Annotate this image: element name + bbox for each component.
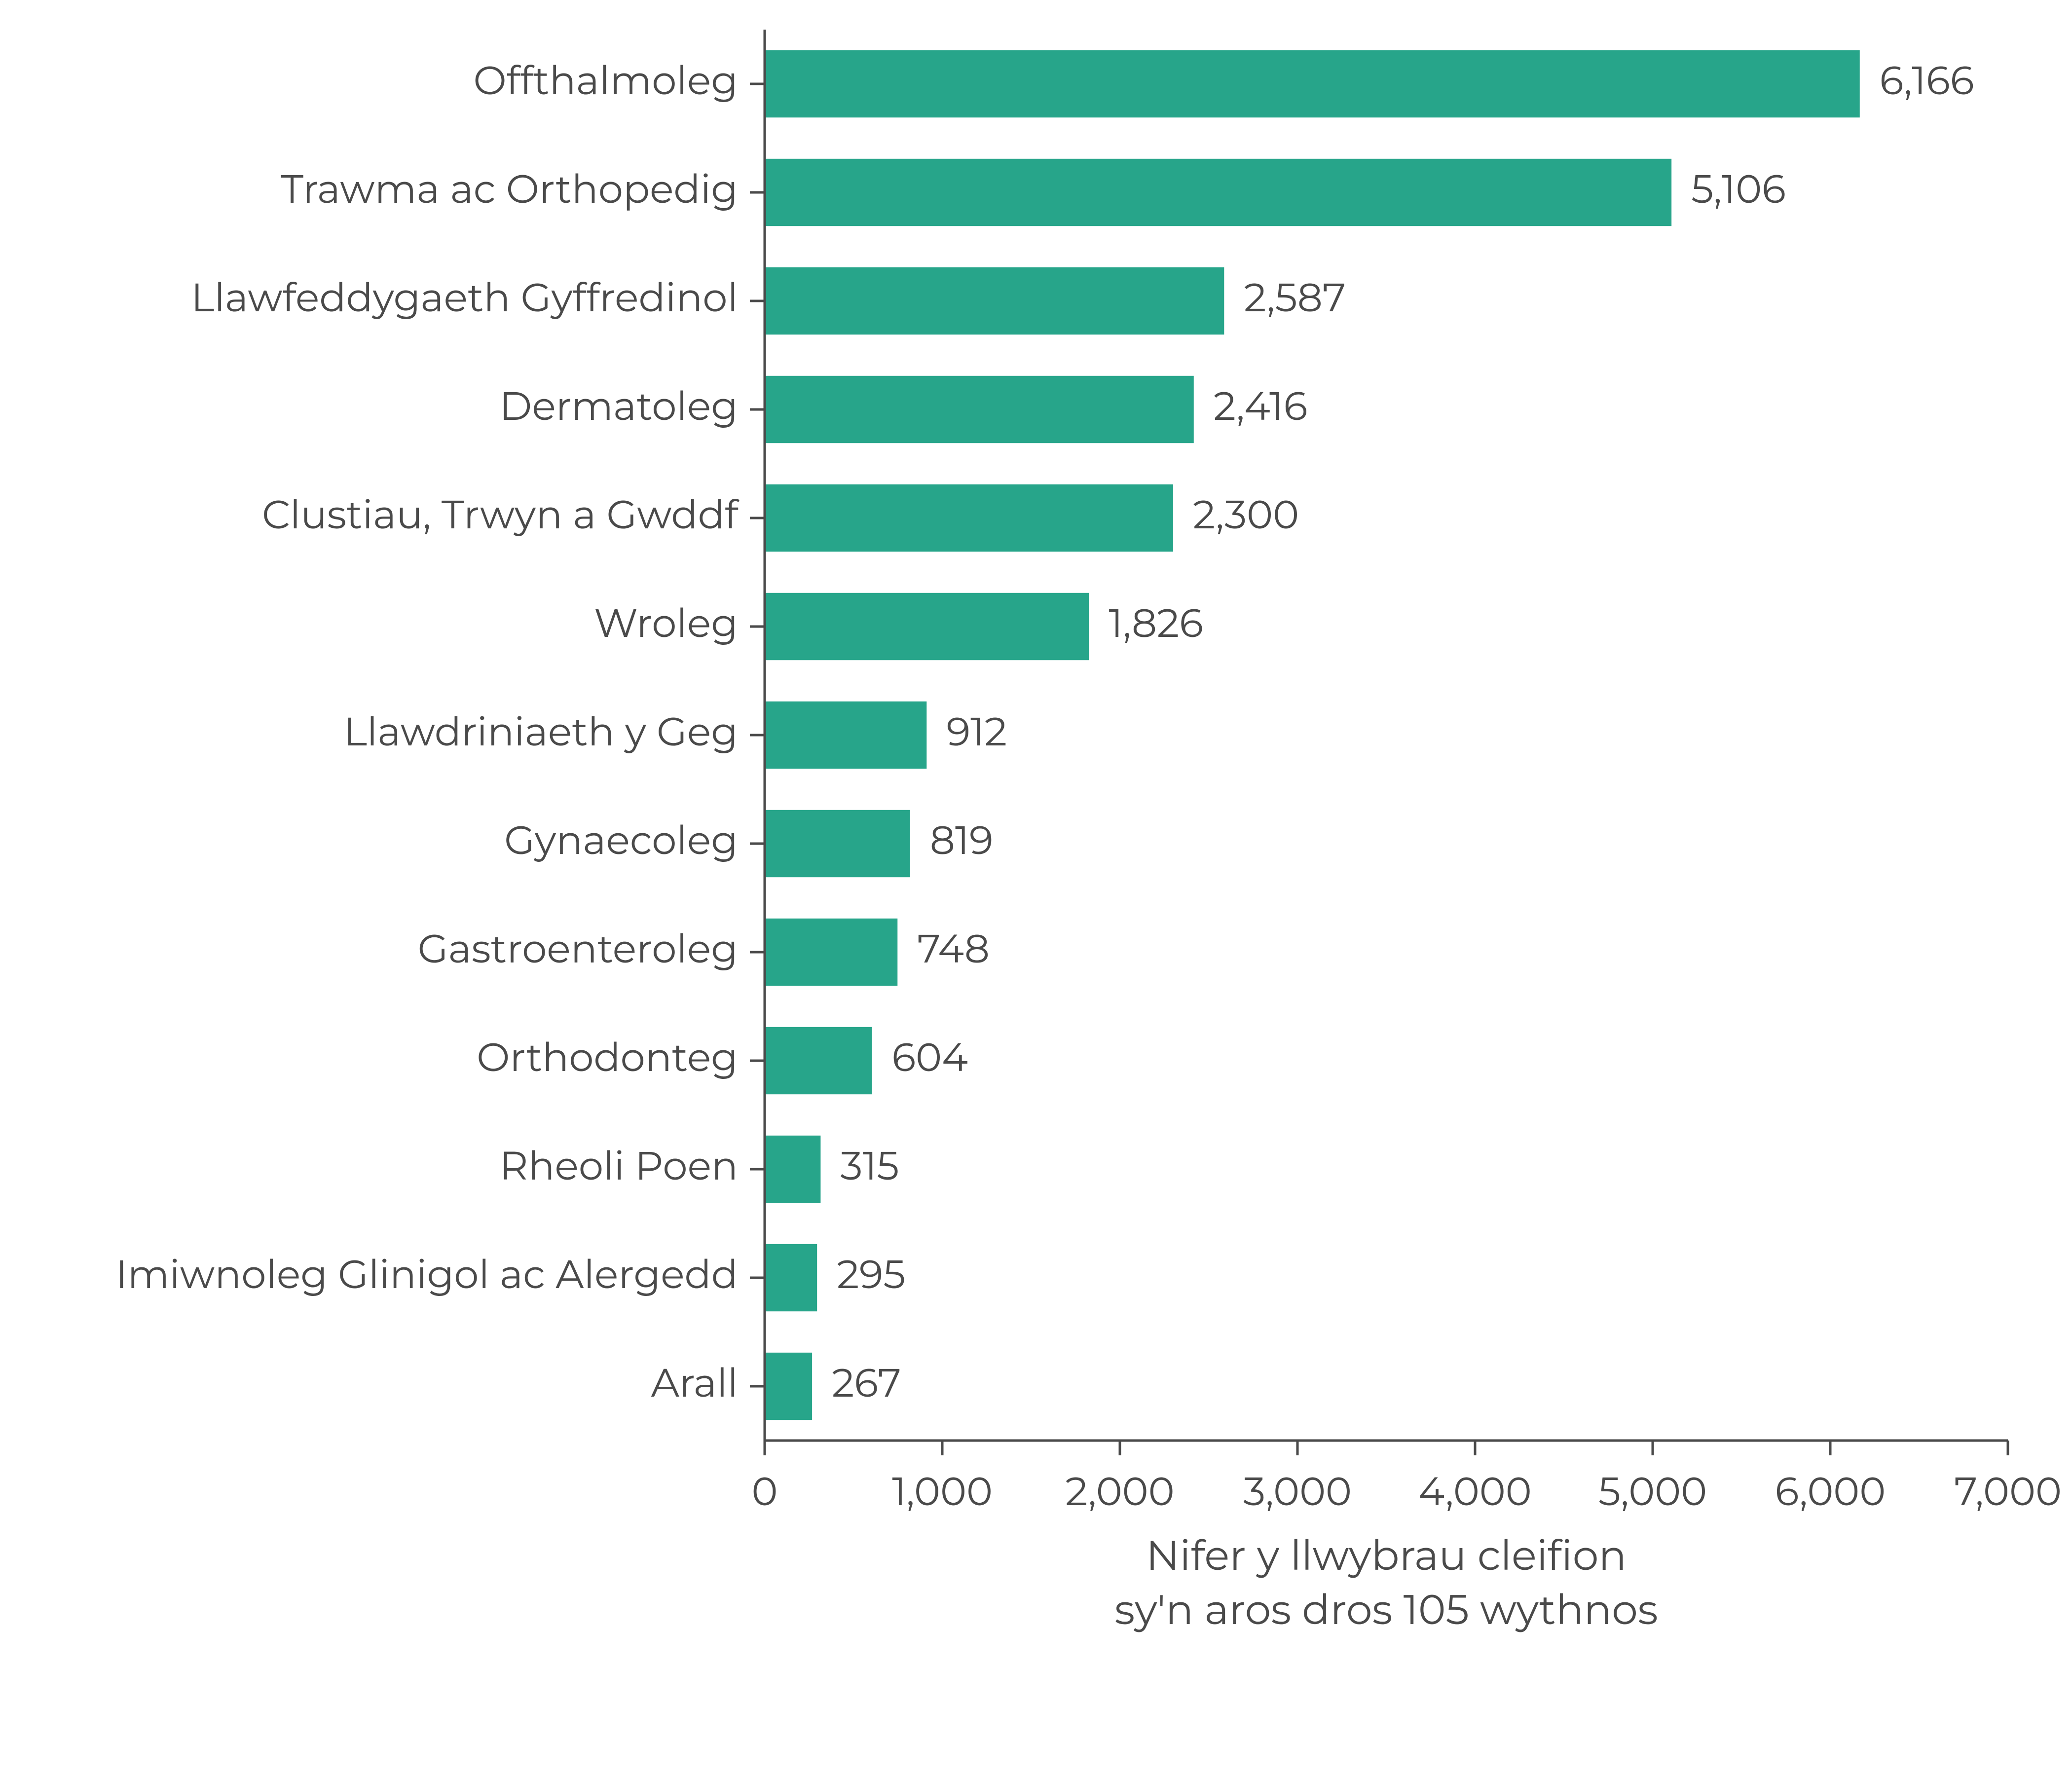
value-label: 2,416 — [1214, 382, 1308, 430]
category-label: Llawfeddygaeth Gyffredinol — [191, 274, 738, 322]
category-label: Clustiau, Trwyn a Gwddf — [262, 491, 740, 539]
category-label: Trawma ac Orthopedig — [281, 165, 738, 213]
value-label: 912 — [946, 708, 1007, 756]
category-label: Gynaecoleg — [504, 816, 738, 864]
value-label: 295 — [837, 1251, 905, 1298]
bar — [765, 267, 1224, 334]
category-label: Llawdriniaeth y Geg — [344, 708, 738, 756]
bar — [765, 1244, 817, 1311]
value-label: 748 — [917, 925, 990, 973]
category-label: Offthalmoleg — [474, 57, 739, 105]
value-label: 819 — [930, 816, 994, 864]
value-label: 315 — [840, 1142, 899, 1190]
chart-container: Offthalmoleg 6,166 Trawma ac Orthopedig 5,1… — [0, 0, 2072, 1776]
bar — [765, 810, 910, 877]
bar — [765, 919, 897, 986]
category-label: Rheoli Poen — [500, 1142, 738, 1190]
value-label: 604 — [891, 1034, 968, 1081]
x-tick-label: 6,000 — [1775, 1468, 1886, 1516]
category-label: Orthodonteg — [477, 1034, 738, 1081]
bar — [765, 1353, 812, 1420]
bar — [765, 484, 1173, 552]
bar — [765, 1136, 820, 1203]
value-label: 1,826 — [1109, 599, 1203, 647]
bar — [765, 159, 1671, 226]
value-label: 6,166 — [1880, 57, 1974, 105]
x-tick-label: 7,000 — [1954, 1468, 2062, 1516]
x-tick-label: 3,000 — [1243, 1468, 1352, 1516]
bar — [765, 376, 1194, 443]
x-tick-label: 5,000 — [1598, 1468, 1707, 1516]
category-label: Wroleg — [594, 599, 738, 647]
value-label: 267 — [832, 1359, 901, 1407]
bar-chart: Offthalmoleg 6,166 Trawma ac Orthopedig 5,1… — [0, 0, 2072, 1776]
x-axis-title-line1: Nifer y llwybrau cleifion — [1146, 1530, 1627, 1581]
bar — [765, 702, 926, 769]
x-tick-label: 2,000 — [1065, 1468, 1174, 1516]
x-tick-label: 0 — [752, 1468, 778, 1516]
x-axis-title-line2: sy'n aros dros 105 wythnos — [1114, 1585, 1658, 1635]
category-label: Imiwnoleg Glinigol ac Alergedd — [115, 1251, 738, 1298]
value-label: 2,587 — [1244, 274, 1346, 322]
category-label: Arall — [651, 1359, 738, 1407]
bar — [765, 593, 1089, 660]
x-tick-label: 4,000 — [1418, 1468, 1531, 1516]
bar — [765, 50, 1860, 117]
category-label: Dermatoleg — [499, 382, 738, 430]
value-label: 2,300 — [1193, 491, 1299, 539]
category-label: Gastroenteroleg — [418, 925, 738, 973]
bar — [765, 1027, 872, 1094]
value-label: 5,106 — [1691, 165, 1786, 213]
x-tick-label: 1,000 — [892, 1468, 993, 1516]
